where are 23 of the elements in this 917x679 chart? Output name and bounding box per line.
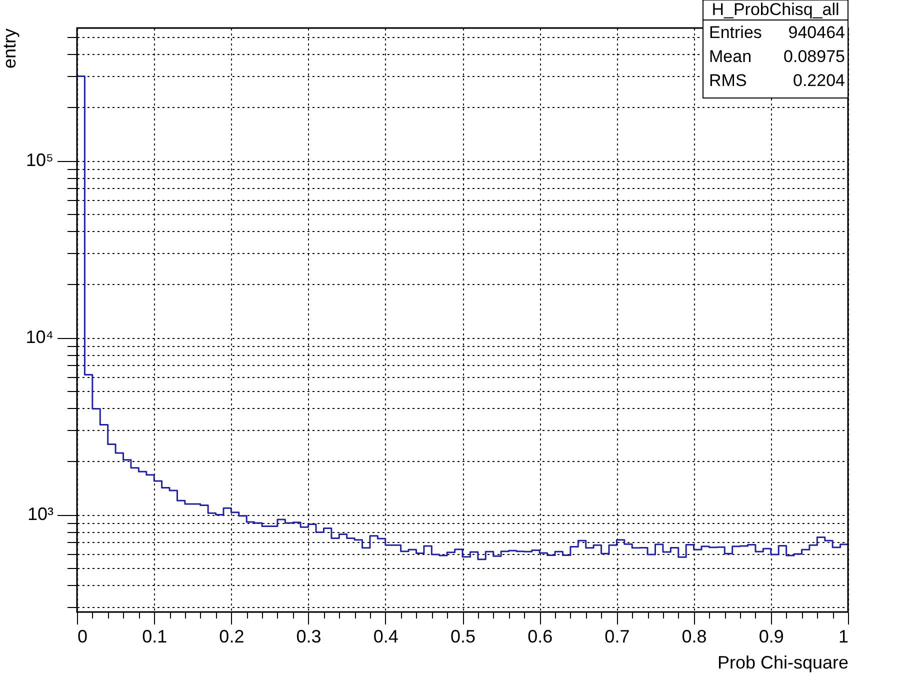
x-tick-label: 0.5 — [450, 626, 476, 646]
annotation: Mean — [709, 47, 752, 66]
x-axis-title: Prob Chi-square — [717, 652, 848, 672]
annotation: 940464 — [788, 23, 845, 42]
y-tick-label: 10⁵ — [26, 150, 54, 170]
x-tick-label: 0.3 — [296, 626, 322, 646]
x-tick-label: 0.6 — [528, 626, 553, 646]
y-axis-title: entry — [0, 28, 20, 69]
annotation: Entries — [709, 23, 762, 42]
x-tick-label: 0.7 — [604, 626, 630, 646]
x-tick-label: 0.4 — [373, 626, 398, 646]
x-tick-label: 0.9 — [758, 626, 784, 646]
x-tick-label: 0.2 — [219, 626, 244, 646]
y-tick-label: 10⁴ — [26, 327, 54, 348]
annotation: 0.08975 — [784, 47, 845, 66]
y-tick-label: 10³ — [27, 504, 54, 524]
text: H_ProbChisq_all — [712, 0, 840, 19]
x-tick-label: 0.8 — [682, 626, 707, 646]
annotation: RMS — [709, 71, 747, 90]
annotation: 0.2204 — [793, 71, 845, 90]
x-tick-label: 0.1 — [142, 626, 168, 646]
x-tick-label: 0 — [78, 626, 88, 646]
x-tick-label: 1 — [838, 626, 848, 646]
